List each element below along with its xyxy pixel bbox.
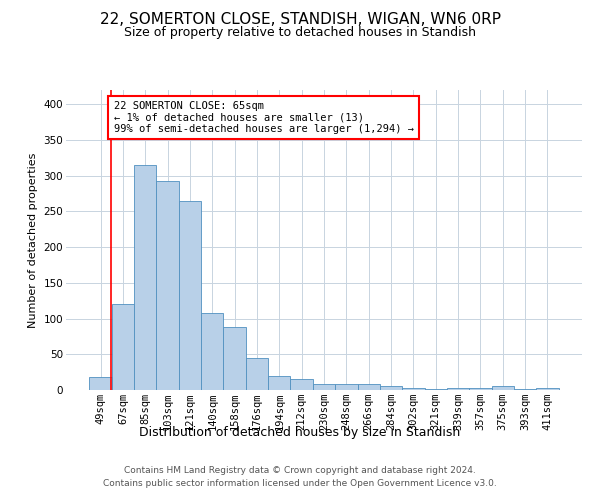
Bar [268,376,290,390]
Bar [134,165,157,390]
Bar [447,388,469,390]
Bar [491,386,514,390]
Bar [536,388,559,390]
Text: Size of property relative to detached houses in Standish: Size of property relative to detached ho… [124,26,476,39]
Bar [112,304,134,390]
Text: 22, SOMERTON CLOSE, STANDISH, WIGAN, WN6 0RP: 22, SOMERTON CLOSE, STANDISH, WIGAN, WN6… [100,12,500,28]
Bar [201,313,223,390]
Bar [380,386,402,390]
Text: Contains HM Land Registry data © Crown copyright and database right 2024.
Contai: Contains HM Land Registry data © Crown c… [103,466,497,487]
Text: Distribution of detached houses by size in Standish: Distribution of detached houses by size … [139,426,461,439]
Bar [179,200,201,390]
Bar [469,388,491,390]
Bar [402,388,425,390]
Bar [223,327,246,390]
Text: 22 SOMERTON CLOSE: 65sqm
← 1% of detached houses are smaller (13)
99% of semi-de: 22 SOMERTON CLOSE: 65sqm ← 1% of detache… [113,100,413,134]
Bar [313,384,335,390]
Bar [89,377,112,390]
Bar [335,384,358,390]
Bar [246,358,268,390]
Bar [358,384,380,390]
Bar [290,380,313,390]
Bar [157,180,179,390]
Y-axis label: Number of detached properties: Number of detached properties [28,152,38,328]
